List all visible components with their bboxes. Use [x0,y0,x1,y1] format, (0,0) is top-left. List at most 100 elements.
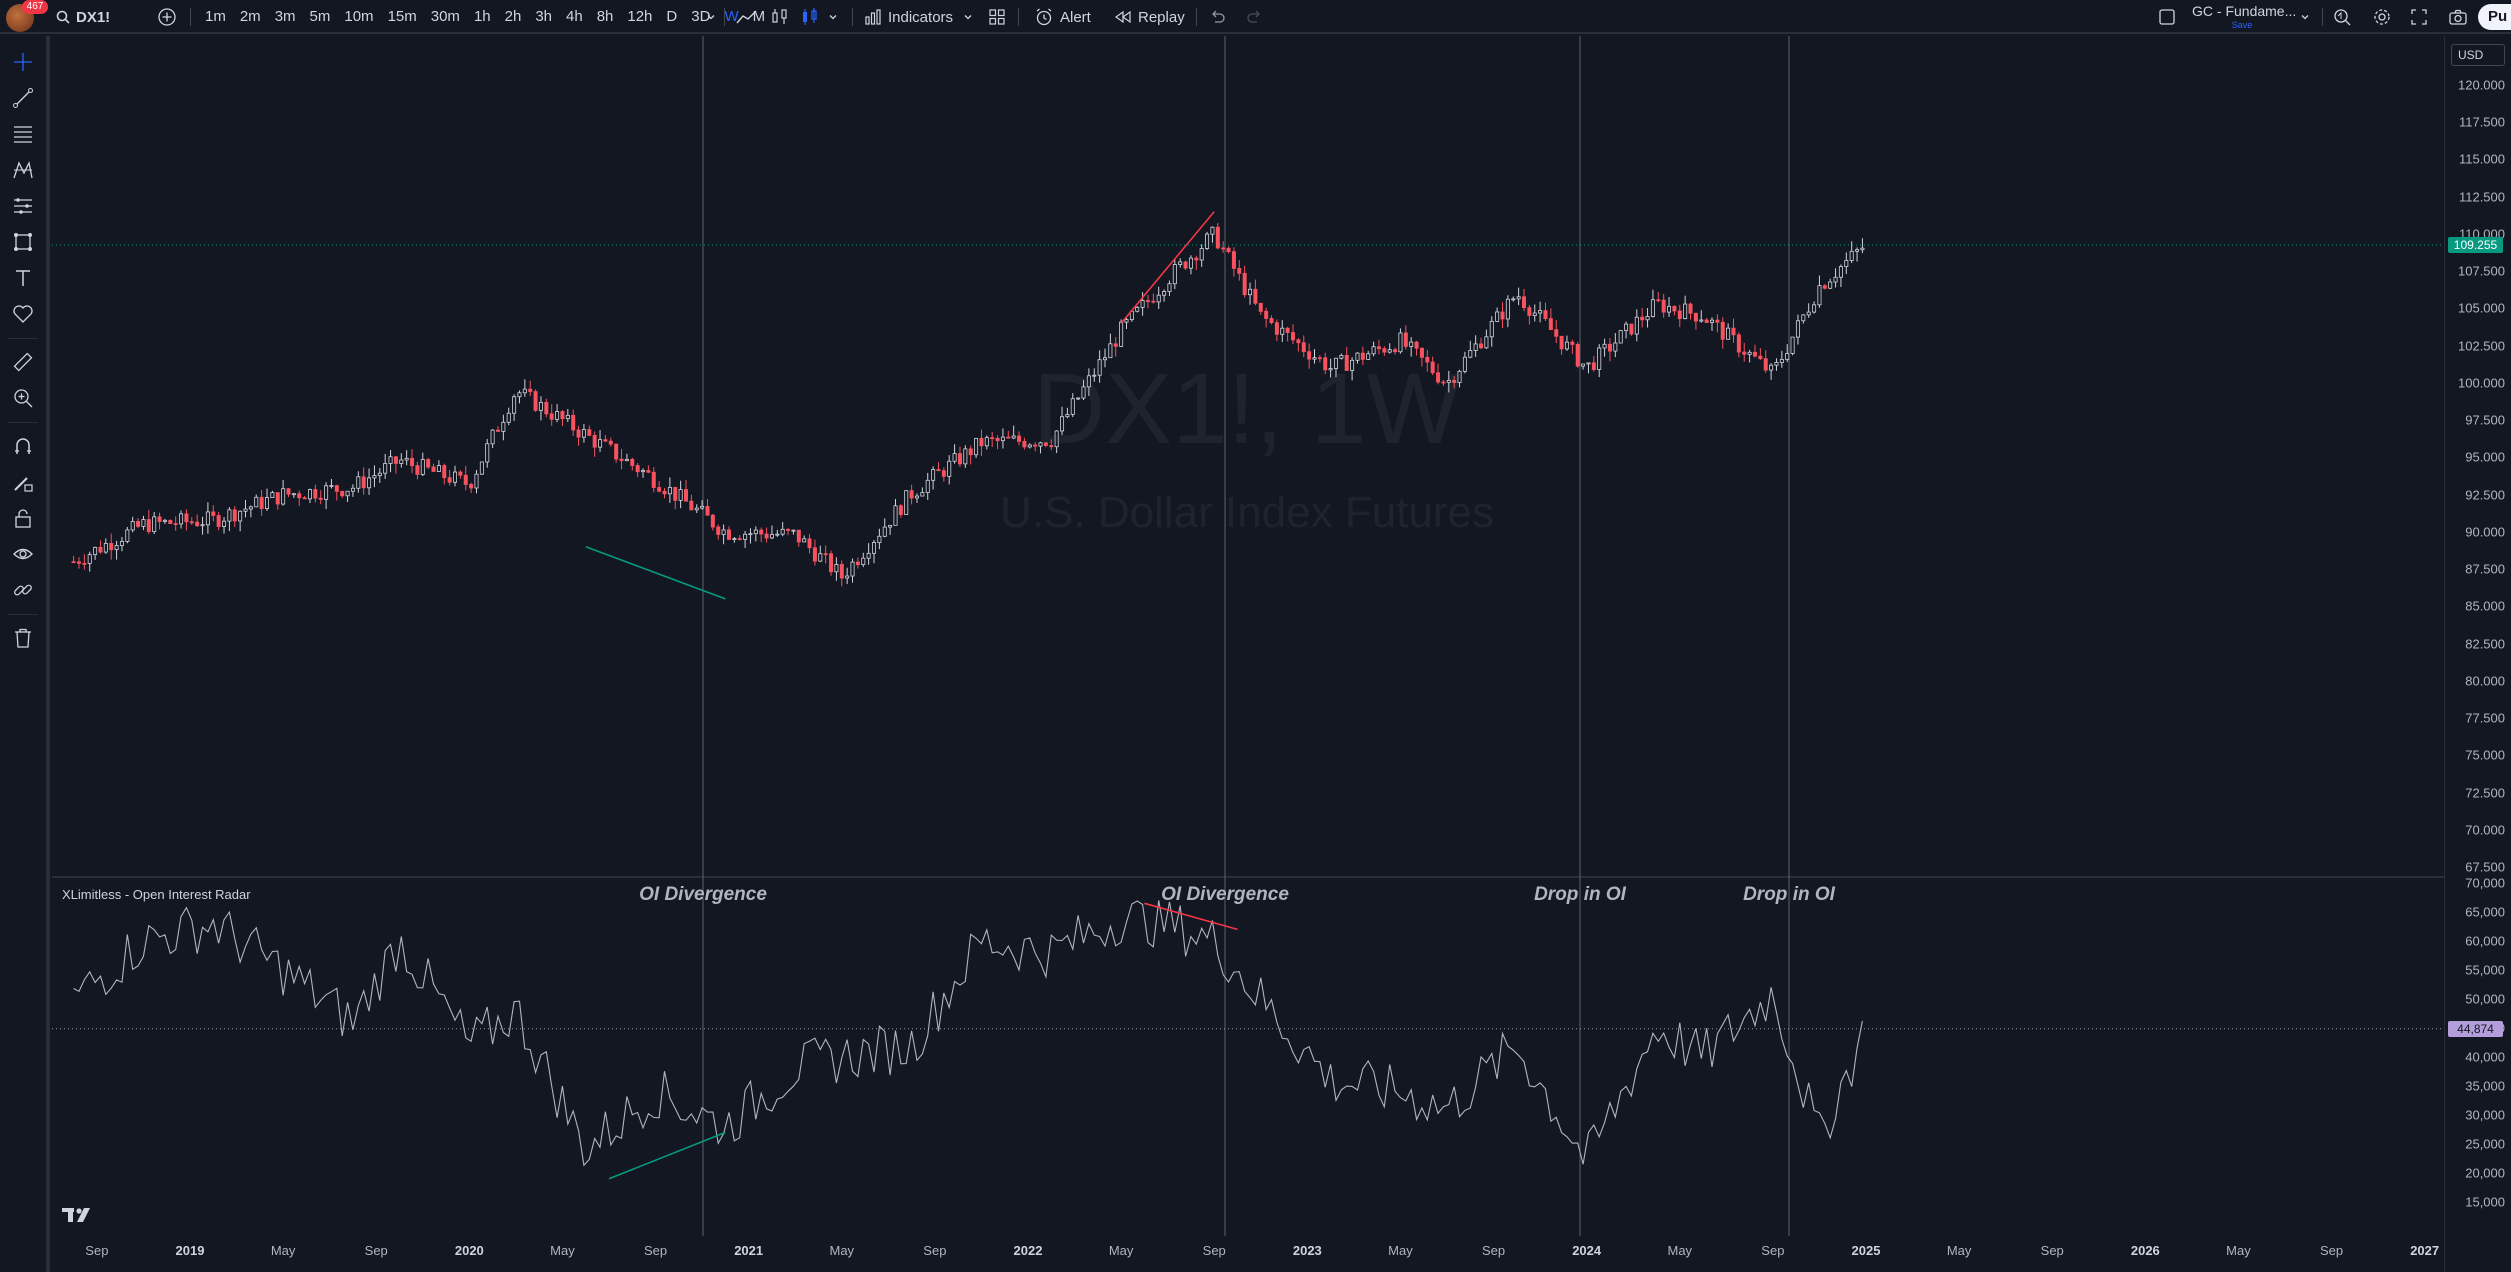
ruler-icon [13,352,33,372]
candle-body [710,514,715,528]
candle-body [506,412,511,423]
magnet-icon [15,438,31,454]
text-tool[interactable] [11,266,35,290]
indicator-title[interactable]: XLimitless - Open Interest Radar [62,887,251,902]
redo-button[interactable] [1246,5,1264,29]
zoom-tool[interactable] [11,386,35,410]
timeframe-10m[interactable]: 10m [344,8,374,25]
timeframe-3m[interactable]: 3m [274,8,296,25]
layout-dropdown[interactable] [2300,5,2310,29]
chart-type-line-button[interactable] [736,5,758,29]
chart-type-dropdown[interactable] [828,5,838,29]
timeframe-8h[interactable]: 8h [596,8,614,25]
timeframe-4h[interactable]: 4h [566,8,583,25]
quick-search-button[interactable] [2332,5,2352,29]
templates-button[interactable] [988,5,1006,29]
timeframe-15m[interactable]: 15m [387,8,417,25]
fullscreen-button[interactable] [2410,5,2428,29]
candle-body [823,553,828,556]
lock-drawings-tool[interactable] [11,506,35,530]
price-axis-label: 92.500 [2465,487,2505,503]
crosshair-icon [14,53,32,71]
timeframe-d[interactable]: D [666,8,678,25]
candle-body [786,528,791,531]
magnet-tool[interactable] [11,434,35,458]
candle-body [1720,321,1725,340]
candle-body [109,542,114,551]
tradingview-logo[interactable] [62,1206,96,1229]
candle-body [1172,264,1177,285]
fib-retracement-tool[interactable] [11,122,35,146]
candle-body [426,459,431,468]
timeframe-3h[interactable]: 3h [535,8,552,25]
indicators-label: Indicators [888,8,954,26]
symbol-search[interactable]: DX1! [56,6,110,28]
candle-body [1516,296,1521,300]
candle-body [1597,347,1602,370]
price-axis-label: 107.500 [2458,263,2505,279]
oi-axis-label: 65,000 [2465,904,2505,920]
timeframe-3d[interactable]: 3D [691,8,711,25]
top-toolbar: 467 DX1! 1m 2m 3m 5m 10m 15m 30m 1h 2h 3h 4h 8h 12h D… [0,0,2511,34]
annotation-drop-in-oi[interactable]: Drop in OI [1534,884,1626,905]
timeframe-1h[interactable]: 1h [473,8,491,25]
replay-button[interactable]: Replay [1114,5,1185,29]
trend-line-tool[interactable] [11,86,35,110]
candle-body [490,429,495,445]
price-axis-label: 87.500 [2465,561,2505,577]
annotation-drop-in-oi[interactable]: Drop in OI [1743,884,1835,905]
candle-body [963,448,968,465]
currency-select[interactable]: USD [2451,44,2505,66]
timeframe-5m[interactable]: 5m [309,8,331,25]
timeframe-2m[interactable]: 2m [239,8,261,25]
indicators-button[interactable]: Indicators [864,5,953,29]
prediction-tool[interactable] [11,194,35,218]
timeframe-1m[interactable]: 1m [205,8,226,25]
timeframe-w[interactable]: W [724,8,739,25]
square-icon [2159,9,2175,25]
candle-body [1468,350,1473,358]
candle-body [1065,413,1070,418]
candle-body [957,453,962,465]
remove-drawings-tool[interactable] [11,626,35,650]
timeframe-12h[interactable]: 12h [627,8,653,25]
timeframe-30m[interactable]: 30m [430,8,460,25]
user-avatar[interactable]: 467 [4,0,48,32]
candle-body [1398,332,1403,353]
hide-drawings-tool[interactable] [11,542,35,566]
candle-body [1178,261,1183,265]
publish-button[interactable]: Pu [2478,4,2511,30]
snapshot-button[interactable] [2448,5,2468,29]
indicators-dropdown[interactable] [963,5,973,29]
compare-symbol-button[interactable] [157,5,177,29]
settings-button[interactable] [2372,5,2392,29]
candle-body [254,496,259,508]
candle-body [1301,342,1306,353]
candle-body [1199,248,1204,261]
pattern-tool[interactable] [11,158,35,182]
chart-type-bars-button[interactable] [770,5,790,29]
candle-body [1070,398,1075,415]
grid-icon [989,9,1005,25]
layout-select-checkbox[interactable] [2157,5,2177,29]
undo-button[interactable] [1208,5,1226,29]
timeframe-dropdown[interactable] [706,5,716,29]
drawing-mode-tool[interactable] [11,470,35,494]
timeframe-2h[interactable]: 2h [504,8,522,25]
price-axis-label: 97.500 [2465,412,2505,428]
chart-type-candles-button[interactable] [800,5,820,29]
icon-tool[interactable] [11,302,35,326]
annotation-oi-divergence[interactable]: OI Divergence [1161,884,1289,905]
alert-button[interactable]: Alert [1034,5,1091,29]
candle-body [1774,362,1779,366]
chart-canvas[interactable] [52,36,2444,1272]
measure-tool[interactable] [11,350,35,374]
sync-drawings-tool[interactable] [11,578,35,602]
rectangle-icon [14,233,32,251]
layout-name-button[interactable]: GC - Fundame... Save [2192,2,2296,32]
price-axis-label: 77.500 [2465,710,2505,726]
annotation-oi-divergence[interactable]: OI Divergence [639,884,767,905]
shape-tool[interactable] [11,230,35,254]
crosshair-tool[interactable] [11,50,35,74]
toolbar-divider [2322,8,2323,26]
